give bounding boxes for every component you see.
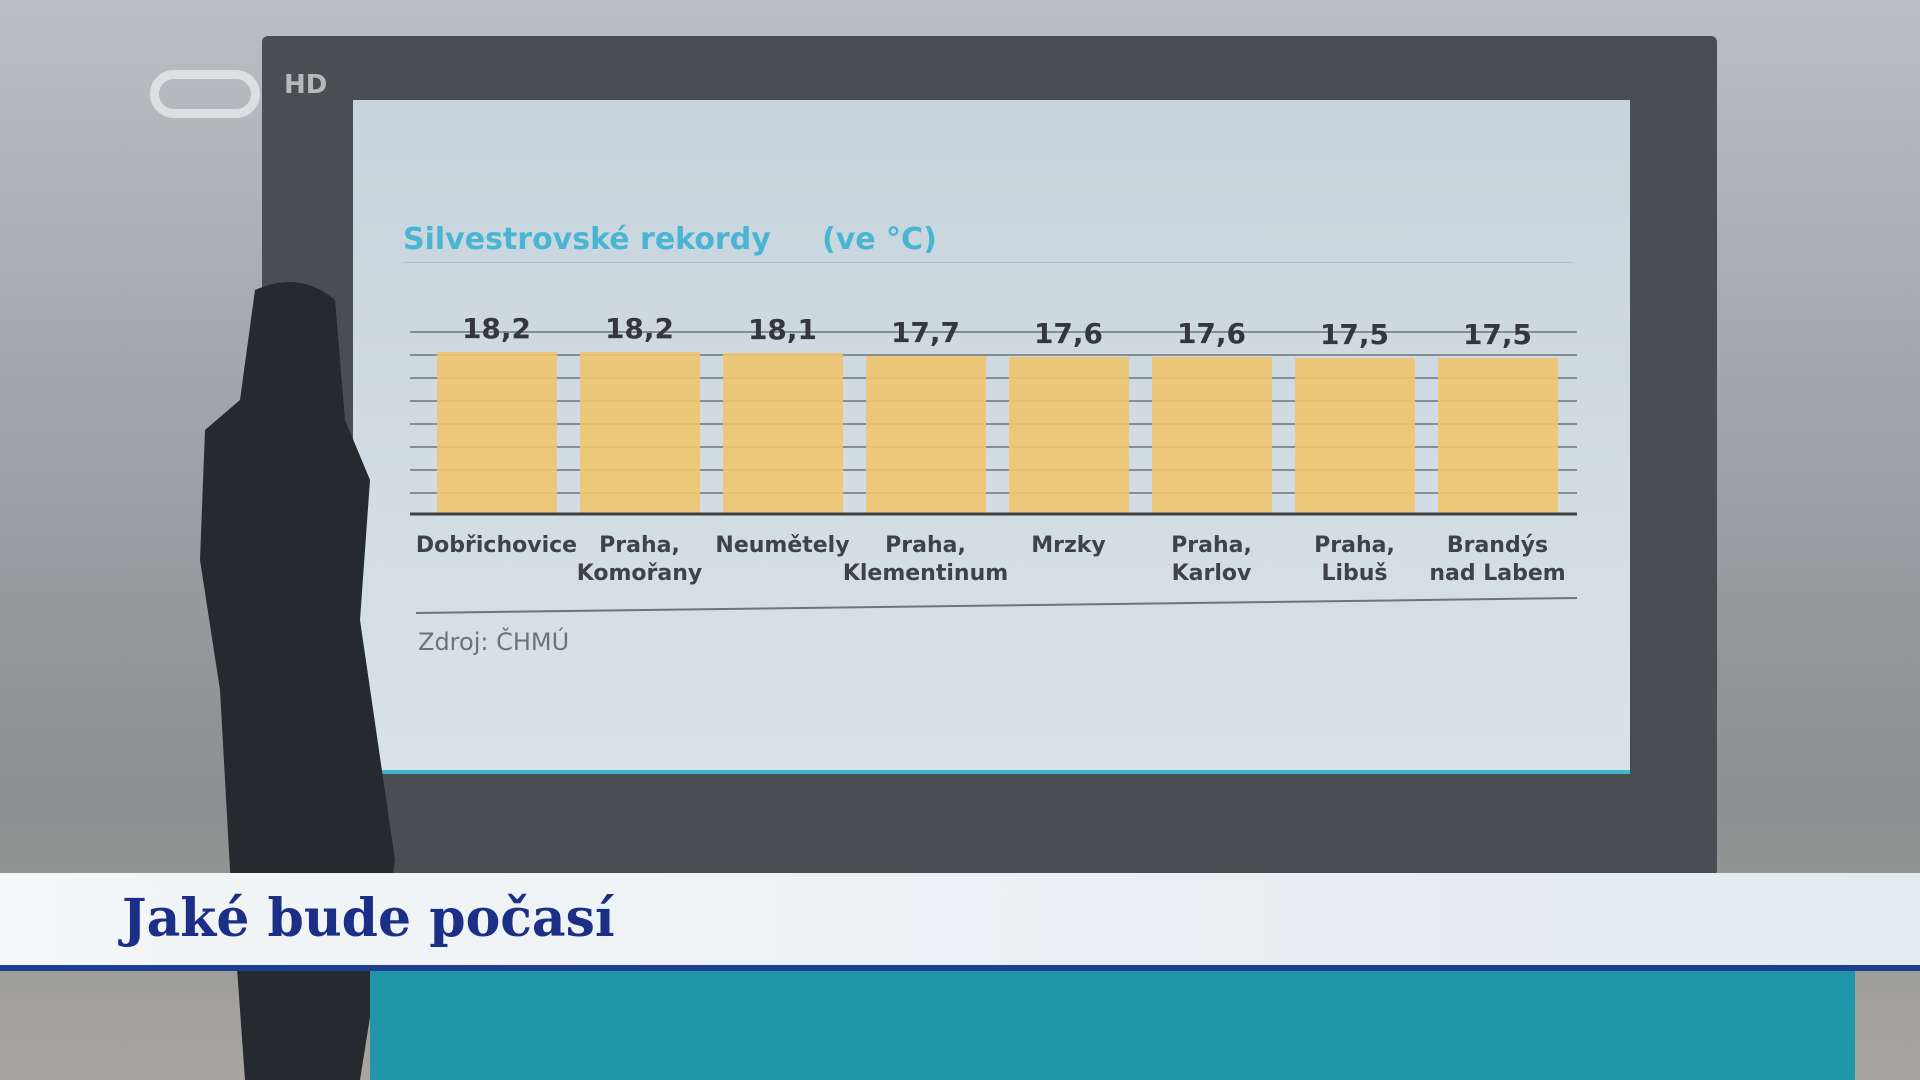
- value-label: 17,6: [1033, 317, 1104, 351]
- bar: [1008, 357, 1129, 514]
- value-label: 18,2: [461, 312, 532, 345]
- lower-third-title: Jaké bude počasí: [122, 888, 615, 949]
- chart-title: Silvestrovské rekordy: [403, 222, 771, 257]
- value-label: 17,6: [1176, 317, 1247, 351]
- value-label: 18,1: [747, 312, 818, 346]
- footer-rule: [415, 597, 1578, 614]
- x-tick-label: Mrzky: [1031, 533, 1106, 558]
- bar: [579, 352, 700, 514]
- x-tick-label: Praha, Karlov: [1171, 533, 1252, 586]
- bar: [436, 352, 557, 514]
- title-rule: [403, 262, 1573, 263]
- x-tick-label: Brandýs nad Labem: [1429, 533, 1566, 586]
- bar: [1294, 358, 1415, 514]
- bar: [1151, 357, 1272, 514]
- value-label: 17,7: [890, 316, 961, 350]
- logo-badge: HD: [284, 70, 328, 100]
- bar: [1437, 358, 1558, 514]
- lower-third-rule: [0, 965, 1920, 971]
- x-tick-label: Dobřichovice: [415, 533, 578, 558]
- value-label: 17,5: [1462, 318, 1533, 352]
- bar: [865, 356, 986, 514]
- lower-third-bar: [370, 971, 1855, 1080]
- chart-panel: [353, 100, 1630, 774]
- x-tick-label: Praha, Libuš: [1314, 533, 1395, 586]
- x-tick-label: Neumětely: [715, 533, 850, 558]
- logo: [150, 70, 260, 118]
- bar: [722, 352, 843, 514]
- x-tick-label: Praha, Klementinum: [842, 533, 1009, 586]
- source: Zdroj: ČHMÚ: [418, 628, 570, 656]
- lower-third-band: [0, 873, 1920, 965]
- value-label: 18,2: [604, 312, 675, 345]
- chart-unit: (ve °C): [822, 222, 937, 257]
- value-label: 17,5: [1319, 318, 1390, 352]
- x-tick-label: Praha, Komořany: [576, 533, 703, 586]
